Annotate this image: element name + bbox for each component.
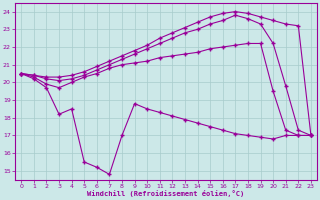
X-axis label: Windchill (Refroidissement éolien,°C): Windchill (Refroidissement éolien,°C) bbox=[87, 190, 245, 197]
